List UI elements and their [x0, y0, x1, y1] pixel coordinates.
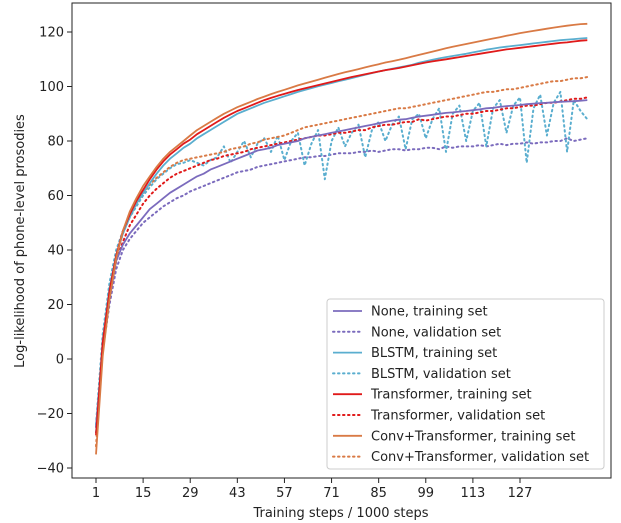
y-axis-ticks: −40 −20 0 20 40 60 80 100 120 — [37, 26, 72, 477]
y-tick-label: −20 — [37, 407, 64, 422]
x-tick-label: 113 — [460, 486, 485, 501]
series-line-conv-transformer-validation-set — [95, 76, 589, 448]
series-line-conv-transformer-training-set — [95, 22, 588, 455]
legend-label: Conv+Transformer, validation set — [371, 450, 589, 465]
legend-label: None, validation set — [371, 325, 501, 340]
y-tick-label: −40 — [37, 462, 64, 477]
legend-label: Transformer, training set — [370, 388, 532, 403]
legend-label: Conv+Transformer, training set — [371, 429, 576, 444]
x-tick-label: 99 — [418, 486, 435, 501]
x-tick-label: 85 — [370, 486, 387, 501]
y-tick-label: 60 — [47, 189, 64, 204]
legend-label: BLSTM, validation set — [371, 367, 511, 382]
plot-frame — [71, 2, 612, 479]
series-line-none-validation-set — [95, 137, 589, 429]
series-layer — [95, 22, 589, 455]
series-line-blstm-training-set — [95, 37, 588, 433]
x-tick-label: 43 — [229, 486, 246, 501]
legend-label: None, training set — [371, 305, 488, 320]
x-tick-label: 127 — [508, 486, 533, 501]
y-tick-label: 20 — [47, 298, 64, 313]
series-line-blstm-validation-set — [95, 90, 589, 426]
legend-box — [326, 298, 605, 470]
series-line-none-training-set — [95, 99, 588, 428]
y-tick-label: 80 — [47, 135, 64, 150]
series-line-transformer-validation-set — [95, 96, 589, 434]
legend-label: BLSTM, training set — [371, 346, 497, 361]
x-tick-label: 1 — [92, 486, 100, 501]
x-tick-label: 57 — [276, 486, 293, 501]
y-axis-label: Log-likelihood of phone-level prosodies — [13, 114, 28, 368]
series-line-transformer-training-set — [95, 39, 588, 436]
legend: None, training set None, validation set BL… — [326, 298, 605, 470]
y-tick-label: 120 — [39, 26, 64, 41]
x-tick-label: 15 — [135, 486, 152, 501]
x-axis-label: Training steps / 1000 steps — [252, 506, 428, 521]
x-tick-label: 29 — [182, 486, 199, 501]
y-tick-label: 100 — [39, 80, 64, 95]
x-tick-label: 71 — [323, 486, 340, 501]
y-tick-label: 0 — [56, 353, 64, 368]
x-axis-ticks: 1 15 29 43 57 71 85 99 113 127 — [92, 478, 533, 501]
y-tick-label: 40 — [47, 244, 64, 259]
legend-label: Transformer, validation set — [370, 409, 545, 424]
